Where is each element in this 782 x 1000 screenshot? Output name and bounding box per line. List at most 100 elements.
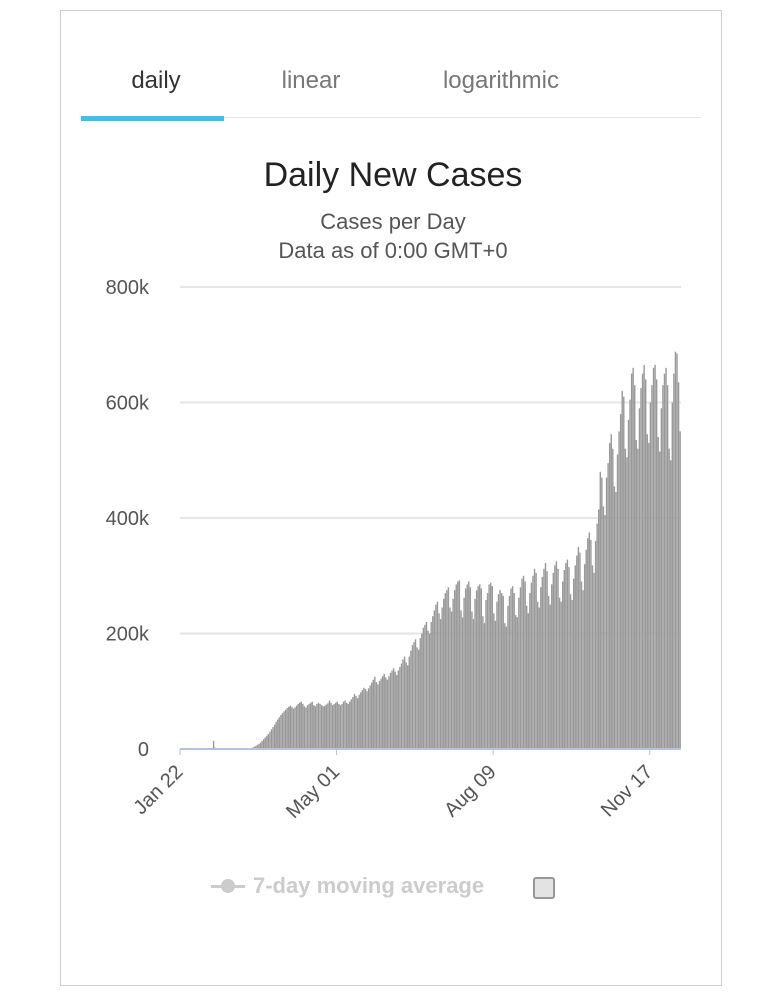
chart-subtitle-2: Data as of 0:00 GMT+0 — [278, 238, 507, 263]
bar — [554, 565, 556, 749]
bar — [516, 617, 519, 749]
bar — [526, 605, 528, 749]
bar — [416, 647, 418, 749]
bar — [626, 457, 628, 749]
bar — [585, 549, 587, 749]
bar — [644, 379, 647, 749]
bar — [324, 705, 326, 749]
bar — [519, 587, 522, 749]
bar — [601, 477, 603, 749]
bar — [544, 563, 547, 749]
bar — [364, 688, 367, 749]
bar — [422, 627, 425, 749]
moving-average-checkbox[interactable] — [533, 877, 555, 899]
bar — [438, 613, 440, 749]
bar — [469, 587, 472, 749]
bar — [277, 719, 279, 749]
bar — [679, 431, 681, 750]
bar — [361, 690, 364, 749]
y-tick-label: 200k — [106, 624, 150, 646]
bar — [612, 448, 614, 749]
bar — [381, 676, 384, 749]
bar — [452, 598, 454, 749]
bar — [547, 595, 550, 749]
bar — [483, 623, 486, 749]
bar — [654, 364, 656, 749]
bar — [587, 538, 589, 749]
bar — [571, 600, 573, 749]
bar — [477, 586, 479, 749]
bar — [335, 702, 337, 749]
bar — [500, 593, 503, 749]
active-tab-indicator — [81, 116, 224, 121]
x-tick-label: May 01 — [282, 761, 344, 823]
bar — [491, 586, 493, 749]
bar — [377, 684, 379, 749]
bar — [314, 706, 317, 749]
bar — [408, 656, 410, 749]
bar — [510, 588, 512, 749]
bar — [630, 373, 633, 750]
y-tick-label: 0 — [138, 739, 149, 761]
bar — [604, 515, 606, 749]
bar — [513, 593, 515, 749]
bar — [269, 731, 271, 749]
bar — [565, 563, 567, 749]
bar — [635, 440, 638, 749]
bar — [309, 702, 312, 749]
bar — [538, 607, 540, 749]
legend-moving-average[interactable]: 7-day moving average — [211, 871, 484, 901]
bar — [660, 408, 663, 749]
bar — [392, 668, 395, 749]
bar — [261, 740, 263, 749]
bar — [281, 713, 284, 749]
bar — [284, 709, 287, 749]
tab-daily[interactable]: daily — [131, 67, 181, 94]
bar — [676, 353, 678, 749]
bar — [336, 701, 338, 749]
bar — [212, 740, 215, 749]
y-tick-label: 800k — [106, 277, 150, 299]
bar — [338, 703, 340, 749]
bar — [541, 576, 544, 749]
bar — [529, 593, 531, 749]
bar — [369, 685, 371, 749]
bar — [363, 687, 365, 749]
bar — [466, 584, 468, 749]
bar — [551, 584, 553, 749]
x-tick-label: Nov 17 — [597, 761, 657, 821]
bar — [627, 419, 630, 749]
tab-linear[interactable]: linear — [281, 67, 341, 94]
moving-average-line-icon — [211, 876, 245, 896]
bar — [286, 708, 288, 749]
bar — [552, 572, 555, 749]
bar — [402, 659, 404, 749]
bar — [659, 451, 661, 749]
bar — [292, 708, 295, 749]
bar — [436, 601, 439, 749]
bar — [493, 613, 495, 749]
bar — [671, 402, 674, 749]
bar — [391, 670, 393, 749]
tab-logarithmic[interactable]: logarithmic — [442, 67, 560, 94]
bar — [637, 448, 639, 749]
bar — [421, 633, 423, 749]
bar — [527, 613, 529, 749]
bar — [375, 682, 378, 749]
bar — [623, 396, 625, 749]
bar — [468, 581, 470, 749]
bar — [349, 701, 351, 749]
bar — [576, 555, 578, 749]
bar — [341, 703, 343, 749]
bar — [629, 399, 631, 749]
bar — [572, 578, 575, 749]
bar — [535, 572, 537, 749]
bar — [652, 367, 655, 749]
bar — [267, 733, 270, 749]
bar — [677, 382, 680, 749]
bar — [275, 721, 277, 749]
bar — [371, 682, 373, 749]
bar — [311, 701, 313, 749]
bar — [596, 523, 598, 749]
bar — [632, 367, 634, 749]
